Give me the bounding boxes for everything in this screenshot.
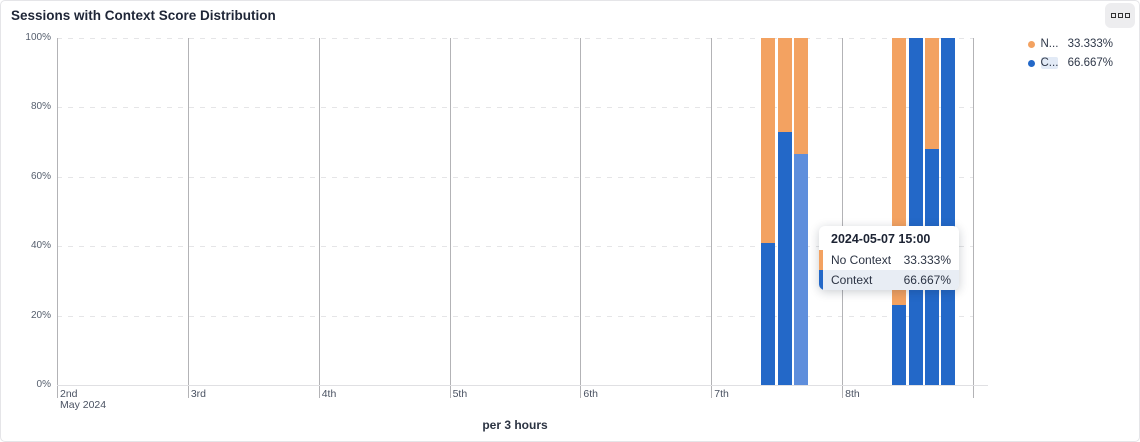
- x-tick-label: 7th: [714, 388, 729, 400]
- tooltip-row: Context 66.667%: [819, 270, 959, 290]
- x-day-gridline: [973, 38, 974, 398]
- y-gridline: [57, 315, 973, 317]
- y-gridline: [57, 107, 973, 109]
- y-tick-label: 20%: [30, 309, 51, 321]
- tooltip-series-value: 33.333%: [903, 253, 951, 267]
- tooltip-series-color-strip: [819, 270, 823, 290]
- y-tick-label: 60%: [30, 170, 51, 182]
- x-tick-label: 2nd: [60, 388, 78, 400]
- x-tick-label: 8th: [845, 388, 860, 400]
- x-tick-label: 4th: [321, 388, 337, 400]
- y-tick-label: 100%: [25, 32, 51, 43]
- grid-squares-icon: [1124, 13, 1130, 18]
- y-tick-label: 0%: [36, 379, 51, 390]
- bar-segment-context: [941, 38, 956, 385]
- bar-segment-no-context: [761, 38, 776, 243]
- x-axis-line: [57, 385, 988, 386]
- stacked-bar[interactable]: [777, 38, 792, 385]
- y-gridline: [57, 176, 973, 178]
- stacked-bar[interactable]: [892, 38, 907, 385]
- y-gridline: [57, 38, 973, 39]
- tooltip-series-value: 66.667%: [903, 273, 951, 287]
- stacked-bar[interactable]: [924, 38, 939, 385]
- x-tick-label: 6th: [583, 388, 599, 400]
- bar-segment-context: [777, 131, 792, 385]
- y-tick-label: 80%: [30, 101, 51, 113]
- x-axis-unit-label: per 3 hours: [482, 418, 548, 432]
- grid-squares-icon: [1117, 13, 1123, 18]
- x-tick-label: 5th: [452, 388, 468, 400]
- tooltip-series-label: No Context: [831, 253, 892, 267]
- y-tick-label: 40%: [30, 240, 51, 252]
- legend-item[interactable]: C... 66.667%: [1027, 57, 1113, 69]
- x-day-gridline: [711, 38, 713, 398]
- x-day-gridline: [842, 38, 844, 398]
- x-day-gridline: [57, 38, 58, 398]
- bar-segment-context: [892, 305, 907, 385]
- tooltip-row: No Context 33.333%: [819, 250, 959, 270]
- x-day-gridline: [580, 38, 582, 398]
- tooltip-title: 2024-05-07 15:00: [831, 232, 931, 246]
- legend-series-value: 66.667%: [1064, 57, 1113, 69]
- legend-series-value: 33.333%: [1064, 38, 1113, 50]
- legend-dot-icon: [1027, 40, 1035, 48]
- legend-item[interactable]: N... 33.333%: [1027, 38, 1113, 50]
- y-gridline: [57, 246, 973, 248]
- chart-legend: N... 33.333% C... 66.667%: [1027, 38, 1113, 69]
- bar-segment-context: [761, 242, 776, 385]
- chart-tooltip: 2024-05-07 15:00 No Context 33.333% Contex…: [819, 226, 959, 290]
- tooltip-series-color-strip: [819, 250, 823, 270]
- bar-segment-context: [794, 153, 809, 385]
- legend-dot-icon: [1027, 59, 1035, 67]
- bar-segment-context: [908, 38, 923, 385]
- bar-segment-no-context: [777, 38, 792, 132]
- chart-title: Sessions with Context Score Distribution: [11, 8, 276, 23]
- chart-menu-button[interactable]: [1105, 3, 1135, 28]
- legend-series-label: N...: [1040, 38, 1059, 50]
- x-day-gridline: [449, 38, 451, 398]
- x-axis-month-label: May 2024: [60, 399, 107, 411]
- grid-squares-icon: [1110, 13, 1116, 18]
- legend-series-label: C...: [1040, 57, 1059, 69]
- bar-segment-no-context: [924, 38, 939, 150]
- stacked-bar[interactable]: [941, 38, 956, 385]
- stacked-bar[interactable]: [908, 38, 923, 385]
- bar-segment-no-context: [794, 38, 809, 154]
- x-day-gridline: [187, 38, 189, 398]
- stacked-bar[interactable]: [794, 38, 809, 385]
- stacked-bar[interactable]: [761, 38, 776, 385]
- x-tick-label: 3rd: [190, 388, 207, 400]
- x-day-gridline: [318, 38, 320, 398]
- tooltip-series-label: Context: [831, 273, 873, 287]
